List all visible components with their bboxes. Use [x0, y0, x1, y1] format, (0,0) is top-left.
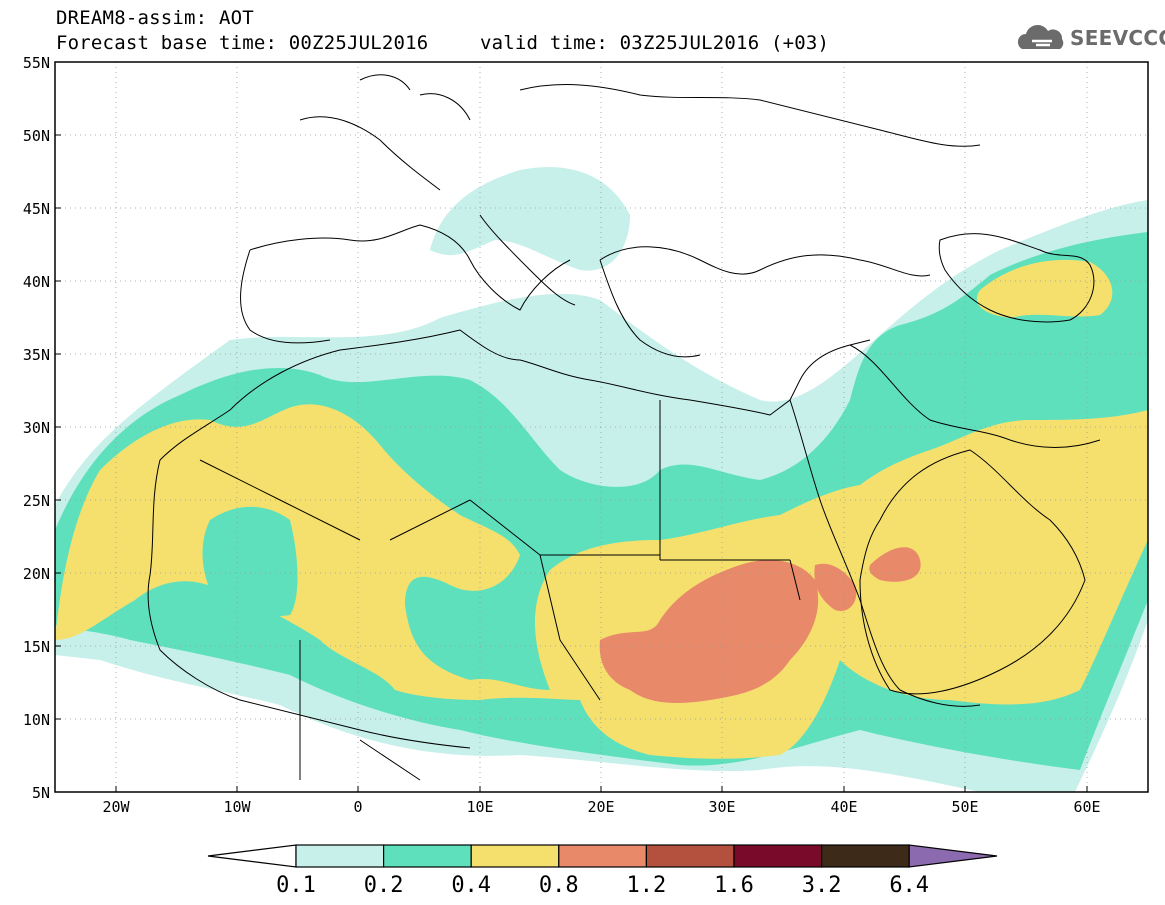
lon-label: 20W — [102, 798, 130, 816]
valid-time: valid time: 03Z25JUL2016 (+03) — [480, 32, 830, 54]
colorbar-label: 0.8 — [539, 873, 579, 898]
colorbar-label: 6.4 — [889, 873, 929, 898]
lat-label: 20N — [23, 565, 50, 583]
lat-label: 5N — [32, 784, 50, 802]
map-title: DREAM8-assim: AOT — [56, 7, 254, 29]
lat-label: 40N — [23, 273, 50, 291]
lat-labels: 55N 50N 45N 40N 35N 30N 25N 20N 15N 10N … — [23, 54, 50, 802]
colorbar-label: 1.6 — [714, 873, 754, 898]
lat-label: 45N — [23, 200, 50, 218]
lon-labels: 20W 10W 0 10E 20E 30E 40E 50E 60E — [102, 798, 1100, 816]
colorbar-label: 3.2 — [802, 873, 842, 898]
colorbar — [207, 844, 998, 868]
lat-label: 35N — [23, 346, 50, 364]
colorbar-high-arrow — [908, 844, 998, 868]
lat-label: 15N — [23, 638, 50, 656]
lat-label: 25N — [23, 492, 50, 510]
colorbar-bin — [645, 844, 735, 868]
graticule — [55, 62, 1148, 792]
lat-label: 30N — [23, 419, 50, 437]
forecast-base-time: Forecast base time: 00Z25JUL2016 — [56, 32, 429, 54]
lon-label: 20E — [587, 798, 614, 816]
colorbar-bin — [470, 844, 560, 868]
colorbar-bin — [295, 844, 385, 868]
colorbar-low-arrow — [207, 844, 297, 868]
coastlines — [147, 74, 1101, 781]
lon-label: 60E — [1073, 798, 1100, 816]
colorbar-labels: 0.1 0.2 0.4 0.8 1.2 1.6 3.2 6.4 — [276, 873, 929, 898]
lat-label: 55N — [23, 54, 50, 72]
colorbar-label: 0.4 — [451, 873, 491, 898]
lon-label: 40E — [830, 798, 857, 816]
lon-label: 0 — [353, 798, 362, 816]
aot-shading — [55, 167, 1148, 792]
axis-ticks — [55, 61, 1088, 793]
logo-text: SEEVCCC — [1070, 26, 1165, 50]
lat-label: 10N — [23, 711, 50, 729]
lon-label: 10W — [223, 798, 251, 816]
colorbar-bin — [820, 844, 910, 868]
lon-label: 30E — [708, 798, 735, 816]
colorbar-label: 1.2 — [627, 873, 667, 898]
colorbar-label: 0.2 — [364, 873, 404, 898]
colorbar-bin — [558, 844, 647, 868]
colorbar-label: 0.1 — [276, 873, 316, 898]
lon-label: 10E — [466, 798, 493, 816]
cloud-icon — [1017, 25, 1064, 49]
colorbar-bin — [733, 844, 823, 868]
lat-label: 50N — [23, 127, 50, 145]
lon-label: 50E — [951, 798, 978, 816]
colorbar-bin — [383, 844, 472, 868]
